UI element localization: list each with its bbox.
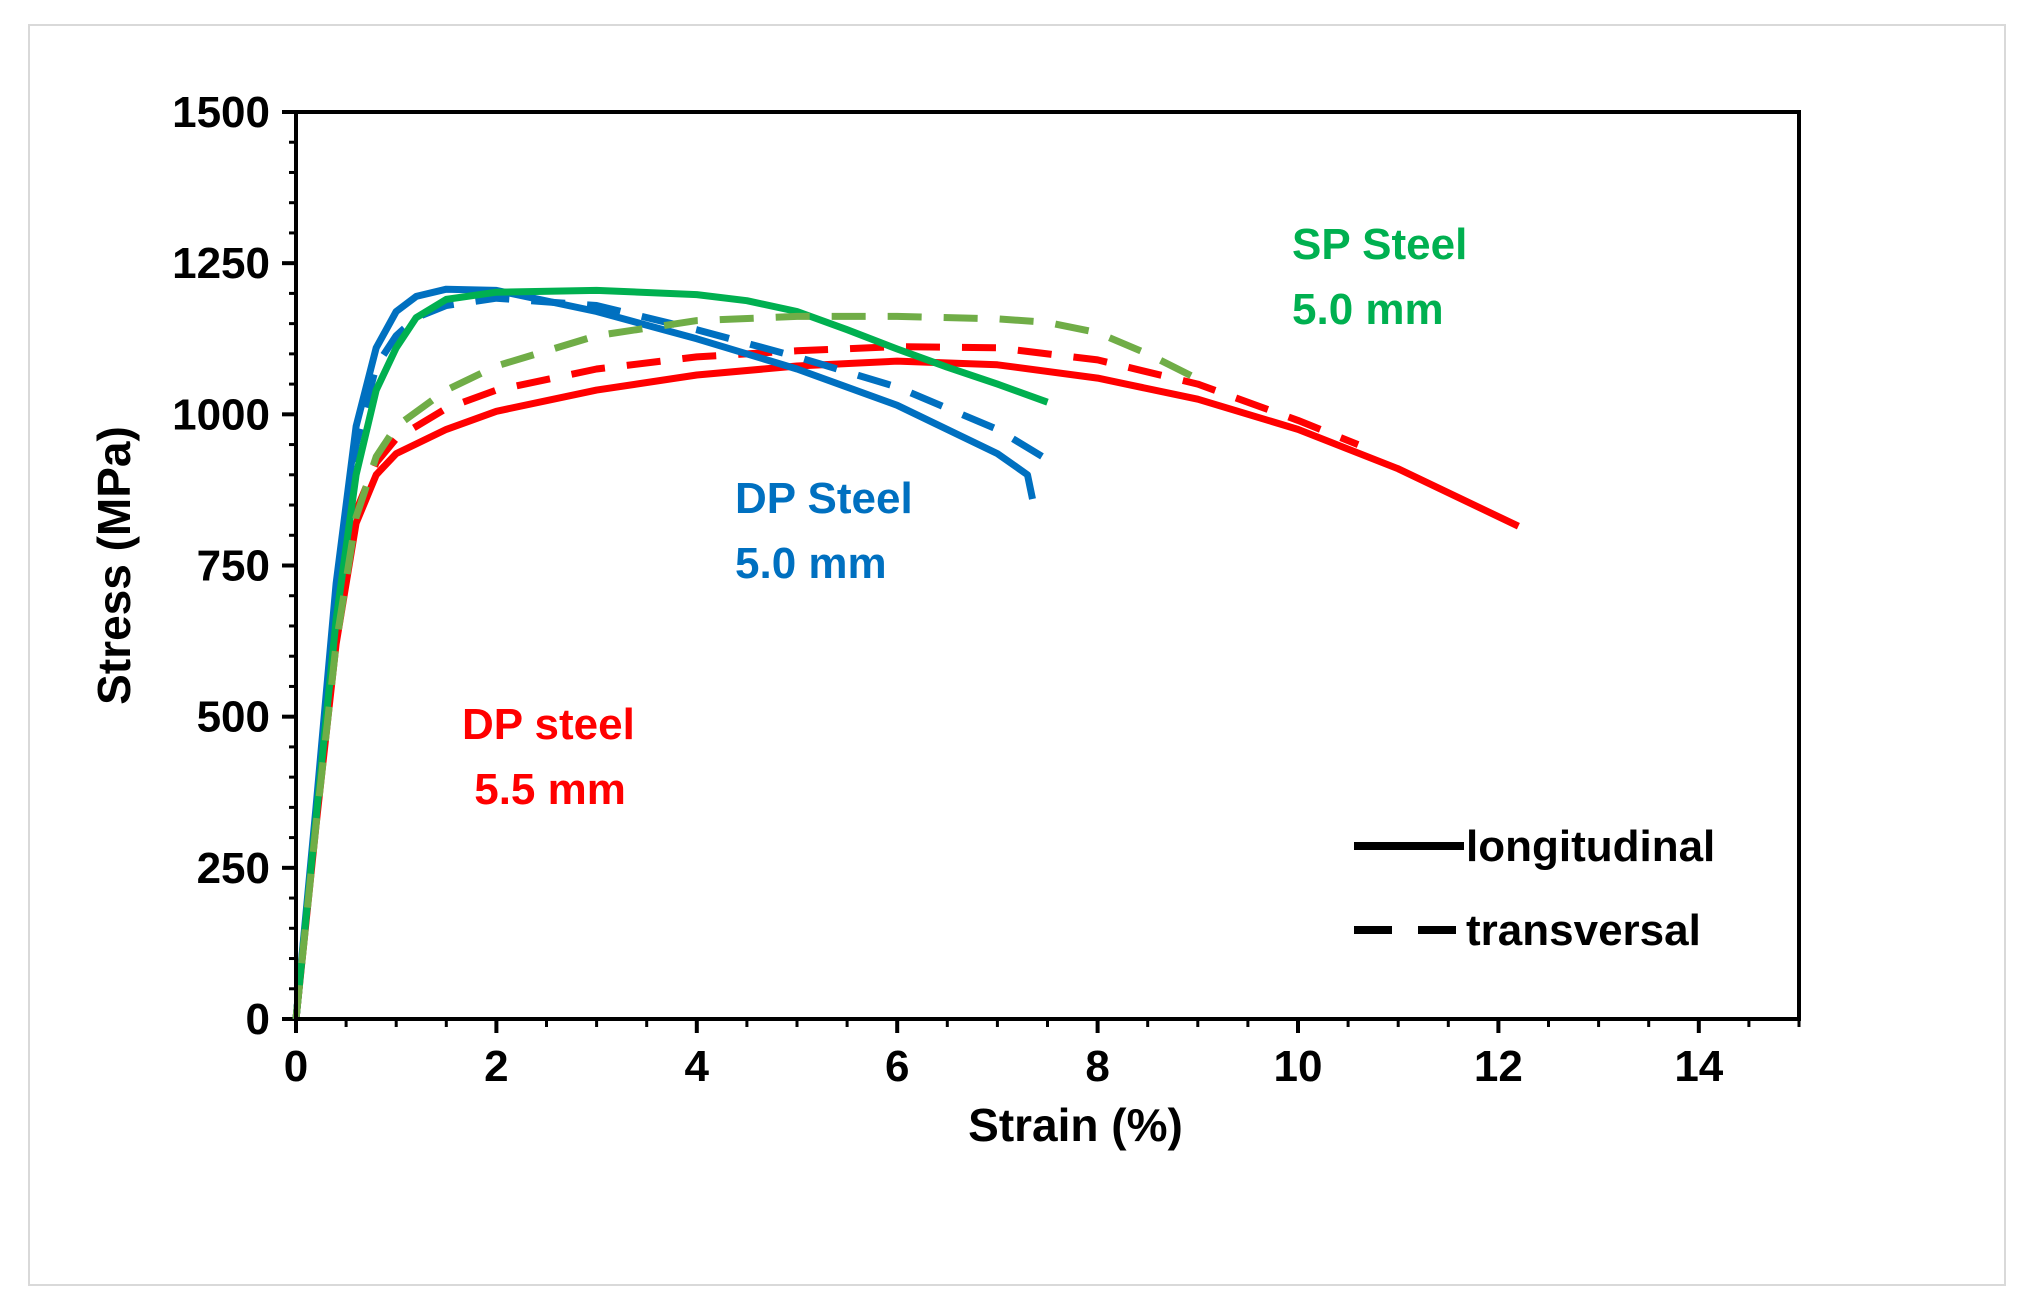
series-line-3 [292, 294, 1050, 1020]
plot-area [294, 110, 1801, 1021]
legend-label-longitudinal: longitudinal [1466, 822, 1715, 871]
y-tick-label: 1000 [172, 390, 270, 439]
x-axis-label: Strain (%) [968, 1099, 1183, 1151]
series-line-5 [292, 312, 1210, 1020]
legend-label-transversal: transversal [1466, 906, 1701, 955]
annotation-sp-steel-thickness: 5.0 mm [1292, 285, 1444, 334]
x-tick-label: 2 [484, 1042, 508, 1091]
annotation-dp-steel-5-5mm: DP steel 5.5 mm [462, 700, 635, 814]
annotation-sp-steel: SP Steel 5.0 mm [1292, 220, 1467, 334]
x-tick-label: 12 [1474, 1042, 1523, 1091]
y-tick-label: 250 [197, 844, 270, 893]
y-axis-label: Stress (MPa) [88, 426, 140, 705]
series-line-4 [292, 286, 1049, 1020]
x-tick-label: 4 [685, 1042, 710, 1091]
x-tick-label: 8 [1085, 1042, 1109, 1091]
tick-layer: 0 250 500 750 1000 1250 1500 0 2 4 6 8 10 12 14 [172, 88, 1801, 1091]
annotation-dp-steel-5mm-thickness: 5.0 mm [735, 539, 887, 588]
x-tick-label: 14 [1674, 1042, 1723, 1091]
y-tick-label: 1500 [172, 88, 270, 137]
x-tick-label: 10 [1274, 1042, 1323, 1091]
y-tick-label: 750 [197, 542, 270, 591]
annotation-dp-steel-5-5mm-name: DP steel [462, 700, 635, 749]
x-tick-label: 6 [885, 1042, 909, 1091]
figure-frame: 0 250 500 750 1000 1250 1500 0 2 4 6 8 10 12 14 Stress… [28, 24, 2006, 1286]
annotation-dp-steel-5mm: DP Steel 5.0 mm [735, 474, 913, 588]
annotation-sp-steel-name: SP Steel [1292, 220, 1467, 269]
y-tick-label: 1250 [172, 239, 270, 288]
series-line-0 [292, 357, 1520, 1020]
series-line-1 [292, 343, 1360, 1020]
annotation-dp-steel-5-5mm-thickness: 5.5 mm [462, 765, 626, 814]
y-tick-label: 0 [246, 995, 270, 1044]
x-tick-label: 0 [284, 1042, 308, 1091]
y-tick-label: 500 [197, 693, 270, 742]
annotation-dp-steel-5mm-name: DP Steel [735, 474, 913, 523]
series-layer [292, 285, 1520, 1020]
stress-strain-chart: 0 250 500 750 1000 1250 1500 0 2 4 6 8 10 12 14 Stress… [88, 88, 1801, 1151]
legend: longitudinal transversal [1354, 822, 1715, 955]
